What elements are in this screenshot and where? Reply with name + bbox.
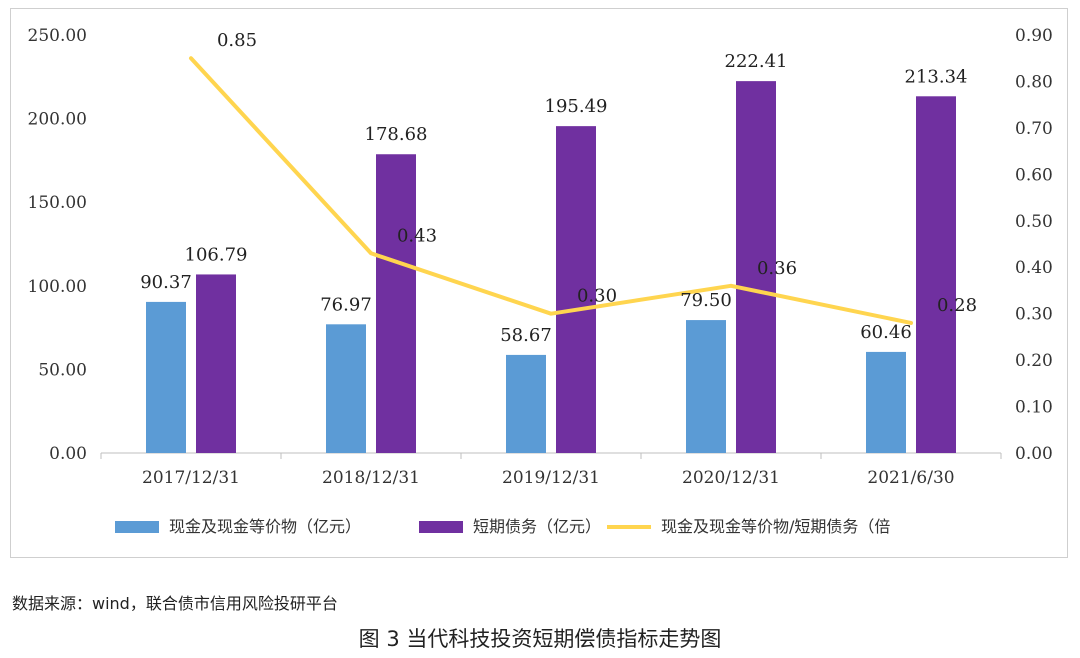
line-data-label: 0.85 [217,30,257,51]
bar-short-debt [196,274,236,453]
bar-data-label: 58.67 [500,325,552,346]
axes-layer: 2017/12/31 2018/12/31 2019/12/31 2020/12/31… [28,26,1053,488]
chart-frame: 2017/12/31 2018/12/31 2019/12/31 2020/12/31… [10,8,1068,558]
y-left-tick-label: 250.00 [28,26,87,46]
bar-data-label: 79.50 [680,290,732,311]
line-data-label: 0.36 [757,258,797,279]
legend-swatch [115,521,159,533]
bar-data-label: 90.37 [140,272,192,293]
y-right-tick-label: 0.80 [1015,72,1053,92]
y-left-tick-label: 100.00 [28,277,87,297]
y-right-tick-label: 0.70 [1015,119,1053,139]
line-layer [189,56,913,325]
y-right-tick-label: 0.00 [1015,444,1053,464]
y-left-tick-label: 50.00 [38,360,87,380]
x-tick-label: 2018/12/31 [322,468,420,488]
x-tick-label: 2021/6/30 [867,468,954,488]
y-left-tick-label: 200.00 [28,110,87,130]
line-data-label: 0.30 [577,286,617,307]
x-tick-label: 2017/12/31 [142,468,240,488]
bar-data-label: 60.46 [860,322,912,343]
bar-cash [146,301,186,453]
y-right-tick-label: 0.60 [1015,165,1053,185]
x-tick-label: 2019/12/31 [502,468,600,488]
y-right-tick-label: 0.40 [1015,258,1053,278]
bar-short-debt [736,81,776,453]
figure-caption: 图 3 当代科技投资短期偿债指标走势图 [358,627,722,651]
bar-data-label: 222.41 [725,51,788,72]
legend-label: 短期债务（亿元） [473,517,601,536]
bar-cash [686,320,726,453]
line-data-label: 0.28 [937,295,977,316]
y-right-tick-label: 0.50 [1015,212,1053,232]
legend: 现金及现金等价物（亿元） 短期债务（亿元） 现金及现金等价物/短期债务（倍 [115,517,890,536]
bar-short-debt [376,154,416,453]
y-left-tick-label: 150.00 [28,193,87,213]
bar-cash [866,351,906,453]
bar-short-debt [556,126,596,453]
y-right-tick-label: 0.10 [1015,398,1053,418]
bar-data-label: 195.49 [545,96,608,117]
bar-data-label: 213.34 [905,66,968,87]
y-left-tick-label: 0.00 [49,444,87,464]
source-note: 数据来源：wind，联合债市信用风险投研平台 [12,594,338,613]
y-right-tick-label: 0.30 [1015,305,1053,325]
combo-chart: 2017/12/31 2018/12/31 2019/12/31 2020/12/31… [28,26,1053,536]
legend-label: 现金及现金等价物/短期债务（倍 [661,517,890,536]
line-data-label: 0.43 [397,225,437,246]
y-right-tick-label: 0.90 [1015,26,1053,46]
bars-layer [146,81,956,453]
bar-short-debt [916,96,956,453]
bar-data-label: 76.97 [320,294,372,315]
data-labels-layer: 90.37 76.97 58.67 79.50 60.46 106.79 178.68 195… [140,30,977,346]
bar-data-label: 106.79 [185,244,248,265]
bar-data-label: 178.68 [365,124,428,145]
bar-cash [506,354,546,453]
ratio-line [189,56,913,325]
legend-label: 现金及现金等价物（亿元） [169,517,361,536]
x-tick-label: 2020/12/31 [682,468,780,488]
legend-swatch [419,521,463,533]
y-right-tick-label: 0.20 [1015,351,1053,371]
bar-cash [326,324,366,453]
